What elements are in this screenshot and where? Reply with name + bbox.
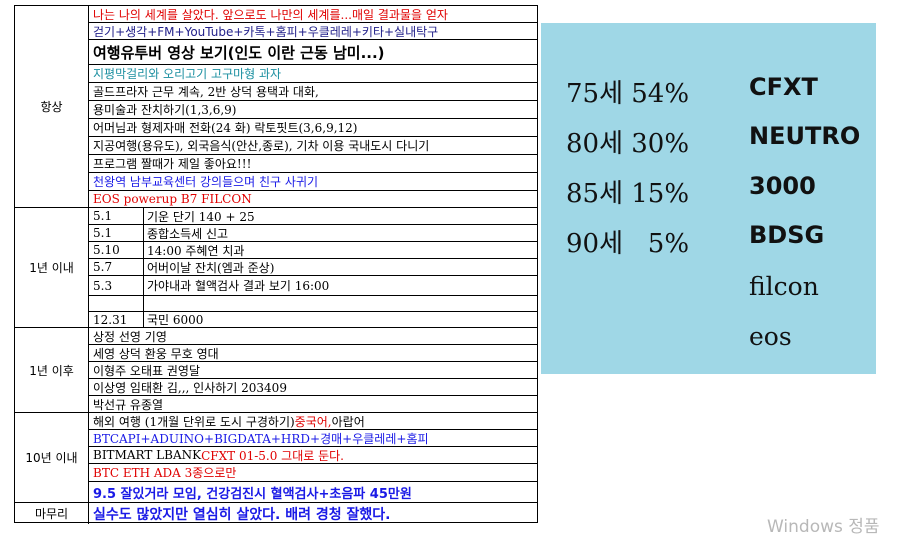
age-odds: 90세 5% — [566, 229, 690, 259]
ticker: eos — [749, 322, 792, 351]
section-label: 1년 이내 — [29, 261, 74, 275]
section-label: 항상 — [40, 100, 63, 114]
schedule-date: 5.1 — [93, 209, 113, 223]
schedule-text: 국민 6000 — [147, 313, 204, 327]
divider — [143, 225, 144, 241]
row-text: 아랍어 — [331, 414, 365, 429]
section-within-1y: 1년 이내 — [15, 208, 89, 328]
schedule-row: 12.31 국민 6000 — [89, 312, 537, 328]
schedule-date: 5.3 — [93, 278, 113, 293]
row-text: 중국어, — [294, 414, 332, 429]
ticker: CFXT — [749, 73, 818, 101]
divider — [143, 296, 144, 311]
row-text: 이형주 오태표 권영달 — [93, 363, 200, 378]
row-text: 어머님과 형제자매 전화(24 화) 락토핏트(3,6,9,12) — [93, 121, 358, 135]
divider — [143, 276, 144, 295]
row-text: 나는 나의 세계를 살았다. 앞으로도 나만의 세계를...매일 결과물을 얻자 — [93, 7, 448, 22]
windows-activation-watermark: Windows 정품 — [767, 517, 880, 537]
schedule-row: 5.10 14:00 주혜연 치과 — [89, 242, 537, 259]
people-row: 박선규 유종열 — [89, 396, 537, 413]
section-label: 마무리 — [34, 507, 69, 521]
age-odds: 80세 30% — [566, 129, 690, 159]
row-text: 상정 선영 기영 — [93, 329, 167, 344]
section-label: 1년 이후 — [29, 363, 74, 378]
always-row: EOS powerup B7 FILCON — [89, 191, 537, 208]
people-row: 세영 상덕 환웅 무호 영대 — [89, 345, 537, 362]
row-text: 용미술과 잔치하기(1,3,6,9) — [93, 103, 237, 117]
row-text: EOS powerup B7 FILCON — [93, 192, 252, 206]
closing-row: 실수도 많았지만 열심히 살았다. 배려 경청 잘했다. — [89, 503, 537, 524]
schedule-row: 5.7 어버이날 잔치(엠과 준상) — [89, 259, 537, 276]
schedule-text: 14:00 주혜연 치과 — [147, 243, 245, 258]
row-text: 걷기+생각+FM+YouTube+카톡+홈피+우클레레+키타+실내탁구 — [93, 24, 439, 39]
row-text: 세영 상덕 환웅 무호 영대 — [93, 346, 219, 361]
always-row: 걷기+생각+FM+YouTube+카톡+홈피+우클레레+키타+실내탁구 — [89, 23, 537, 40]
row-text: 지평막걸리와 오리고기 고구마형 과자 — [93, 67, 282, 81]
section-label: 10년 이내 — [25, 451, 78, 465]
schedule-text: 종합소득세 신고 — [147, 226, 229, 241]
schedule-text: 기운 단기 140 + 25 — [147, 209, 255, 224]
always-row: 나는 나의 세계를 살았다. 앞으로도 나만의 세계를...매일 결과물을 얻자 — [89, 6, 537, 23]
always-row: 여행유투버 영상 보기(인도 이란 근동 남미...) — [89, 40, 537, 65]
row-text: 골드프라자 근무 계속, 2반 상덕 용택과 대화, — [93, 85, 319, 99]
goal-row: 9.5 잘있거라 모임, 건강검진시 혈액검사+초음파 45만원 — [89, 482, 537, 503]
always-row: 골드프라자 근무 계속, 2반 상덕 용택과 대화, — [89, 83, 537, 101]
schedule-date: 5.1 — [93, 226, 113, 240]
row-text: 실수도 많았지만 열심히 살았다. 배려 경청 잘했다. — [93, 506, 391, 523]
section-closing: 마무리 — [15, 503, 89, 524]
row-text: 이상영 임태환 김,,, 인사하기 203409 — [93, 380, 287, 395]
goal-row: 해외 여행 (1개월 단위로 도시 구경하기) 중국어, 아랍어 — [89, 413, 537, 430]
goal-row: BTC ETH ADA 3종으로만 — [89, 464, 537, 482]
row-text: 9.5 잘있거라 모임, 건강검진시 혈액검사+초음파 45만원 — [93, 486, 412, 502]
ticker: filcon — [749, 272, 819, 301]
always-row: 지평막걸리와 오리고기 고구마형 과자 — [89, 65, 537, 83]
goal-row: BITMART LBANK CFXT 01-5.0 그대로 둔다. — [89, 447, 537, 464]
schedule-row: 5.1 기운 단기 140 + 25 — [89, 208, 537, 225]
ticker: BDSG — [749, 221, 825, 249]
people-row: 이상영 임태환 김,,, 인사하기 203409 — [89, 379, 537, 396]
summary-panel: 75세 54% 80세 30% 85세 15% 90세 5% CFXT NEUT… — [541, 23, 876, 374]
row-text: 해외 여행 (1개월 단위로 도시 구경하기) — [93, 414, 295, 429]
schedule-row: 5.3 가야내과 혈액검사 결과 보기 16:00 — [89, 276, 537, 296]
row-text: BTC ETH ADA 3종으로만 — [93, 466, 237, 480]
always-row: 프로그램 짤때가 제일 좋아요!!! — [89, 155, 537, 173]
divider — [143, 208, 144, 224]
divider — [143, 259, 144, 275]
divider — [143, 242, 144, 258]
plan-table: 항상 1년 이내 1년 이후 10년 이내 마무리 나는 나의 세계를 살았다.… — [14, 5, 538, 524]
always-row: 어머님과 형제자매 전화(24 화) 락토핏트(3,6,9,12) — [89, 119, 537, 137]
section-always: 항상 — [15, 6, 89, 208]
divider — [143, 312, 144, 327]
row-text: 프로그램 짤때가 제일 좋아요!!! — [93, 157, 252, 171]
age-odds: 75세 54% — [566, 79, 690, 109]
schedule-row — [89, 296, 537, 312]
row-text: 박선규 유종열 — [93, 397, 164, 412]
row-text: 지공여행(용유도), 외국음식(안산,종로), 기차 이용 국내도시 다니기 — [93, 139, 430, 153]
ticker: NEUTRO — [749, 122, 861, 150]
schedule-text: 어버이날 잔치(엠과 준상) — [147, 260, 275, 275]
age-odds: 85세 15% — [566, 179, 690, 209]
always-row: 지공여행(용유도), 외국음식(안산,종로), 기차 이용 국내도시 다니기 — [89, 137, 537, 155]
schedule-date: 5.10 — [93, 243, 120, 257]
row-text: BTCAPI+ADUINO+BIGDATA+HRD+경매+우클레레+홈피 — [93, 431, 429, 446]
row-text: BITMART LBANK — [93, 448, 202, 462]
row-text: 천왕역 남부교육센터 강의들으며 친구 사귀기 — [93, 175, 319, 189]
schedule-text: 가야내과 혈액검사 결과 보기 16:00 — [147, 279, 330, 293]
ticker: 3000 — [749, 172, 816, 200]
section-within-10y: 10년 이내 — [15, 413, 89, 503]
goal-row: BTCAPI+ADUINO+BIGDATA+HRD+경매+우클레레+홈피 — [89, 430, 537, 447]
section-after-1y: 1년 이후 — [15, 328, 89, 413]
schedule-row: 5.1 종합소득세 신고 — [89, 225, 537, 242]
always-row: 용미술과 잔치하기(1,3,6,9) — [89, 101, 537, 119]
people-row: 상정 선영 기영 — [89, 328, 537, 345]
row-text: 여행유투버 영상 보기(인도 이란 근동 남미...) — [93, 43, 385, 62]
people-row: 이형주 오태표 권영달 — [89, 362, 537, 379]
always-row: 천왕역 남부교육센터 강의들으며 친구 사귀기 — [89, 173, 537, 191]
row-text: CFXT 01-5.0 그대로 둔다. — [201, 448, 344, 463]
schedule-date: 5.7 — [93, 260, 113, 274]
schedule-date: 12.31 — [93, 312, 128, 327]
